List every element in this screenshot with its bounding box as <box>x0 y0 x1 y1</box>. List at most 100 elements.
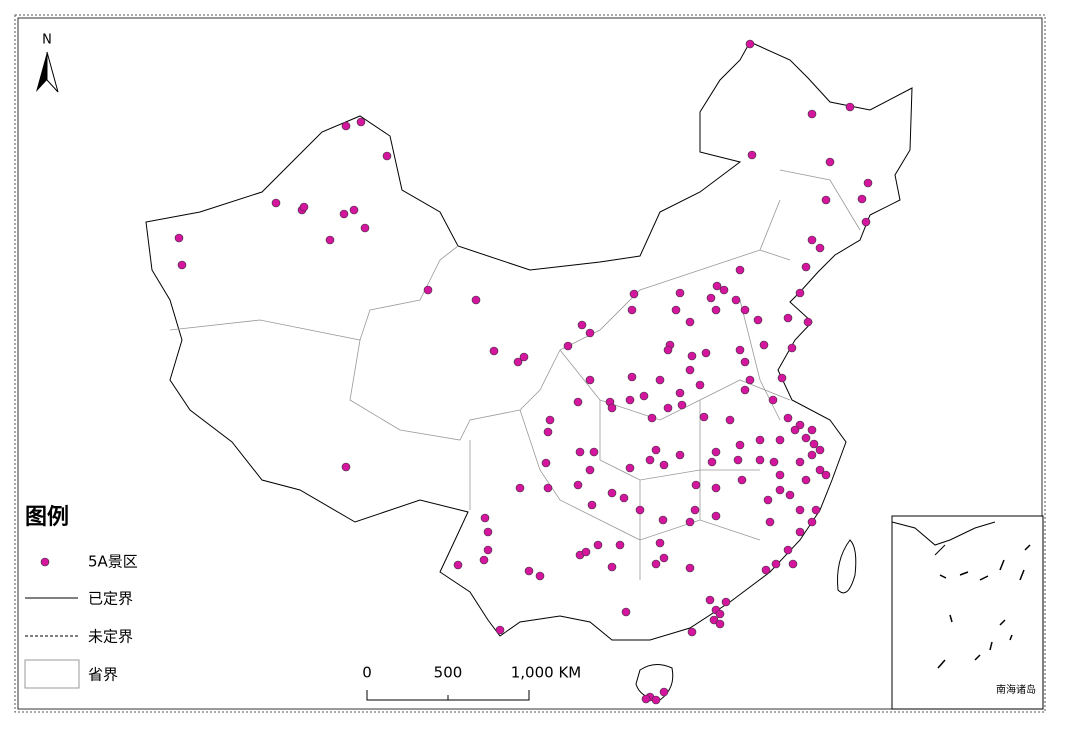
scenic-spot <box>705 595 715 605</box>
scenic-spot <box>563 341 573 351</box>
scenic-spot <box>735 345 745 355</box>
scenic-spot <box>519 352 529 362</box>
scenic-spot <box>663 403 673 413</box>
scenic-spot <box>651 559 661 569</box>
scenic-spot <box>651 695 661 705</box>
scenic-spot <box>801 262 811 272</box>
scenic-spot <box>807 109 817 119</box>
scenic-spot <box>655 375 665 385</box>
scenic-spot <box>659 553 669 563</box>
legend-title: 图例 <box>25 505 69 530</box>
scenic-spot <box>677 400 687 410</box>
scenic-spot <box>543 483 553 493</box>
scenic-spot <box>423 285 433 295</box>
legend-item: 5A景区 <box>88 553 138 571</box>
scenic-spot <box>803 317 813 327</box>
scenic-spot <box>711 305 721 315</box>
scenic-spot <box>712 281 722 291</box>
scenic-spot <box>711 447 721 457</box>
scenic-spot <box>480 513 490 523</box>
scenic-spot <box>339 209 349 219</box>
scenic-spot <box>325 235 335 245</box>
scenic-spot <box>471 295 481 305</box>
scenic-spot <box>685 365 695 375</box>
scenic-spot <box>349 205 359 215</box>
scenic-spot <box>755 455 765 465</box>
scale-label: 500 <box>434 664 463 682</box>
scenic-spot <box>740 385 750 395</box>
scenic-spot <box>489 346 499 356</box>
scenic-spot <box>651 445 661 455</box>
scenic-spot <box>775 485 785 495</box>
scenic-spot <box>615 540 625 550</box>
scenic-spot <box>711 511 721 521</box>
inset: 南海诸岛 <box>891 515 1044 710</box>
scenic-spot <box>715 619 725 629</box>
scenic-spot <box>788 559 798 569</box>
legend: 图例 5A景区 已定界 未定界 省界 <box>24 505 138 689</box>
scenic-spot <box>790 425 800 435</box>
scenic-spot <box>635 505 645 515</box>
scenic-spot <box>545 415 555 425</box>
scenic-spot <box>815 243 825 253</box>
scenic-spot <box>795 288 805 298</box>
scenic-spot <box>747 150 757 160</box>
scenic-spot <box>645 455 655 465</box>
scenic-spot <box>687 351 697 361</box>
scenic-spot <box>821 470 831 480</box>
scenic-spot <box>719 285 729 295</box>
scenic-spot <box>755 435 765 445</box>
scenic-spot <box>535 571 545 581</box>
scenic-spot <box>801 475 811 485</box>
scenic-spot <box>861 217 871 227</box>
scenic-spot <box>513 357 523 367</box>
scenic-spot <box>675 288 685 298</box>
scenic-spot <box>575 447 585 457</box>
scenic-spot <box>807 425 817 435</box>
scenic-spot <box>655 538 665 548</box>
scenic-spot <box>706 293 716 303</box>
scenic-spot <box>625 463 635 473</box>
scenic-spot <box>659 687 669 697</box>
scenic-spot <box>761 565 771 575</box>
scale-label: 0 <box>362 664 372 682</box>
scenic-spot <box>663 345 673 355</box>
inset-label: 南海诸岛 <box>996 683 1036 696</box>
scenic-spot <box>621 607 631 617</box>
scenic-spot <box>771 559 781 569</box>
scenic-spot <box>845 102 855 112</box>
scenic-spot <box>685 563 695 573</box>
scenic-spot <box>685 517 695 527</box>
scenic-spot <box>587 500 597 510</box>
scenic-spot <box>725 415 735 425</box>
scenic-spot <box>589 447 599 457</box>
scenic-spot <box>593 540 603 550</box>
scenic-spot <box>543 427 553 437</box>
scenic-spot <box>299 202 309 212</box>
scenic-spot <box>658 515 668 525</box>
inner-frame <box>17 17 1043 710</box>
scenic-spots <box>174 39 873 705</box>
scenic-spot <box>737 475 747 485</box>
scenic-spot <box>585 465 595 475</box>
scenic-spot <box>687 627 697 637</box>
scenic-spot <box>271 198 281 208</box>
scenic-spot <box>625 395 635 405</box>
scenic-spot <box>174 233 184 243</box>
scenic-spot <box>775 470 785 480</box>
scenic-spot <box>577 320 587 330</box>
scenic-spot <box>607 403 617 413</box>
scenic-spot <box>356 117 366 127</box>
scenic-spot <box>763 495 773 505</box>
scenic-spot <box>768 395 778 405</box>
scenic-spot <box>715 609 725 619</box>
scenic-spot <box>801 433 811 443</box>
scale-label: 1,000 KM <box>511 664 582 682</box>
scenic-spot <box>524 566 534 576</box>
scenic-spot <box>647 413 657 423</box>
scenic-spot <box>585 328 595 338</box>
scenic-spot <box>785 490 795 500</box>
scenic-spot <box>769 457 779 467</box>
scenic-spot <box>581 547 591 557</box>
